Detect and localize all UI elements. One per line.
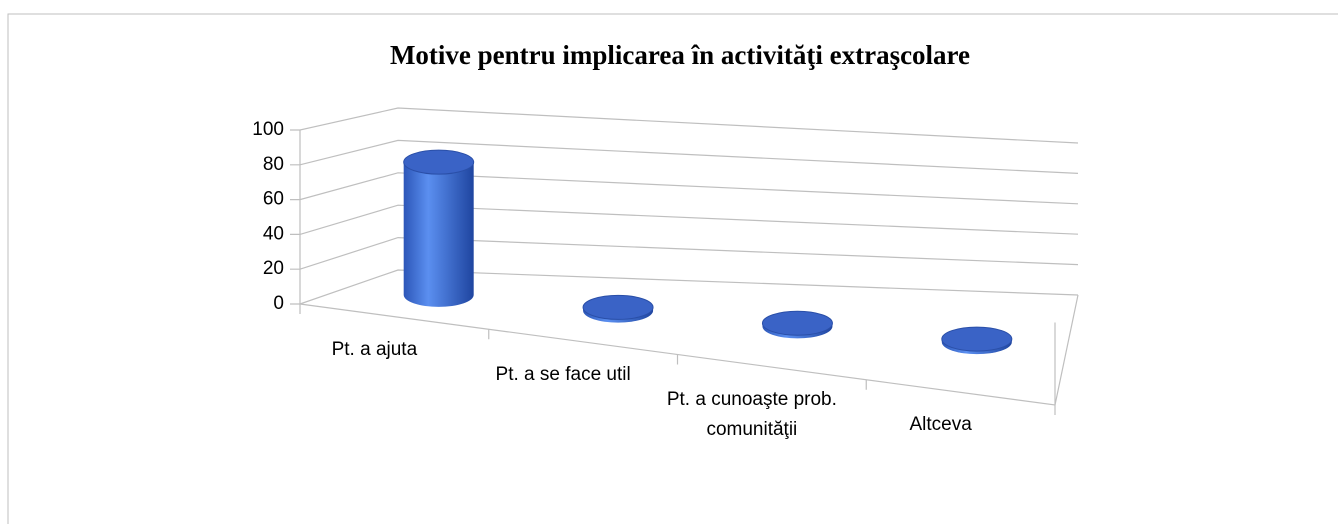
- grid-line: [290, 107, 1079, 144]
- y-tick-label: 0: [273, 293, 284, 314]
- grid-line: [290, 172, 1079, 205]
- bar-top: [941, 326, 1013, 352]
- x-label-box: Pt. a cunoaşte prob. comunităţii: [666, 389, 837, 441]
- y-tick-label: 100: [252, 119, 284, 140]
- y-tick-label: 20: [263, 258, 284, 279]
- x-label-box: Pt. a ajuta: [331, 338, 418, 360]
- grid-line: [290, 236, 1079, 270]
- bar-top: [761, 310, 833, 336]
- x-tick-label: Pt. a cunoaşte prob. comunităţii: [666, 389, 837, 441]
- chart-frame: [7, 13, 1338, 524]
- y-tick-label: 40: [263, 223, 284, 244]
- x-tick-label: Altceva: [909, 414, 972, 436]
- bar: [403, 162, 474, 307]
- bar-top: [582, 294, 654, 320]
- y-tick-label: 60: [263, 189, 284, 210]
- grid-line: [290, 139, 1079, 174]
- bar-top: [403, 149, 475, 175]
- x-tick-label: Pt. a ajuta: [331, 338, 418, 360]
- grid-line: [290, 204, 1079, 235]
- x-label-box: Altceva: [909, 414, 972, 436]
- chart-title: Motive pentru implicarea în activităţi e…: [390, 40, 970, 70]
- x-label-box: Pt. a se face util: [495, 363, 631, 385]
- x-tick-label: Pt. a se face util: [495, 363, 631, 385]
- grid-line: [290, 269, 1079, 305]
- y-tick-label: 80: [263, 154, 284, 175]
